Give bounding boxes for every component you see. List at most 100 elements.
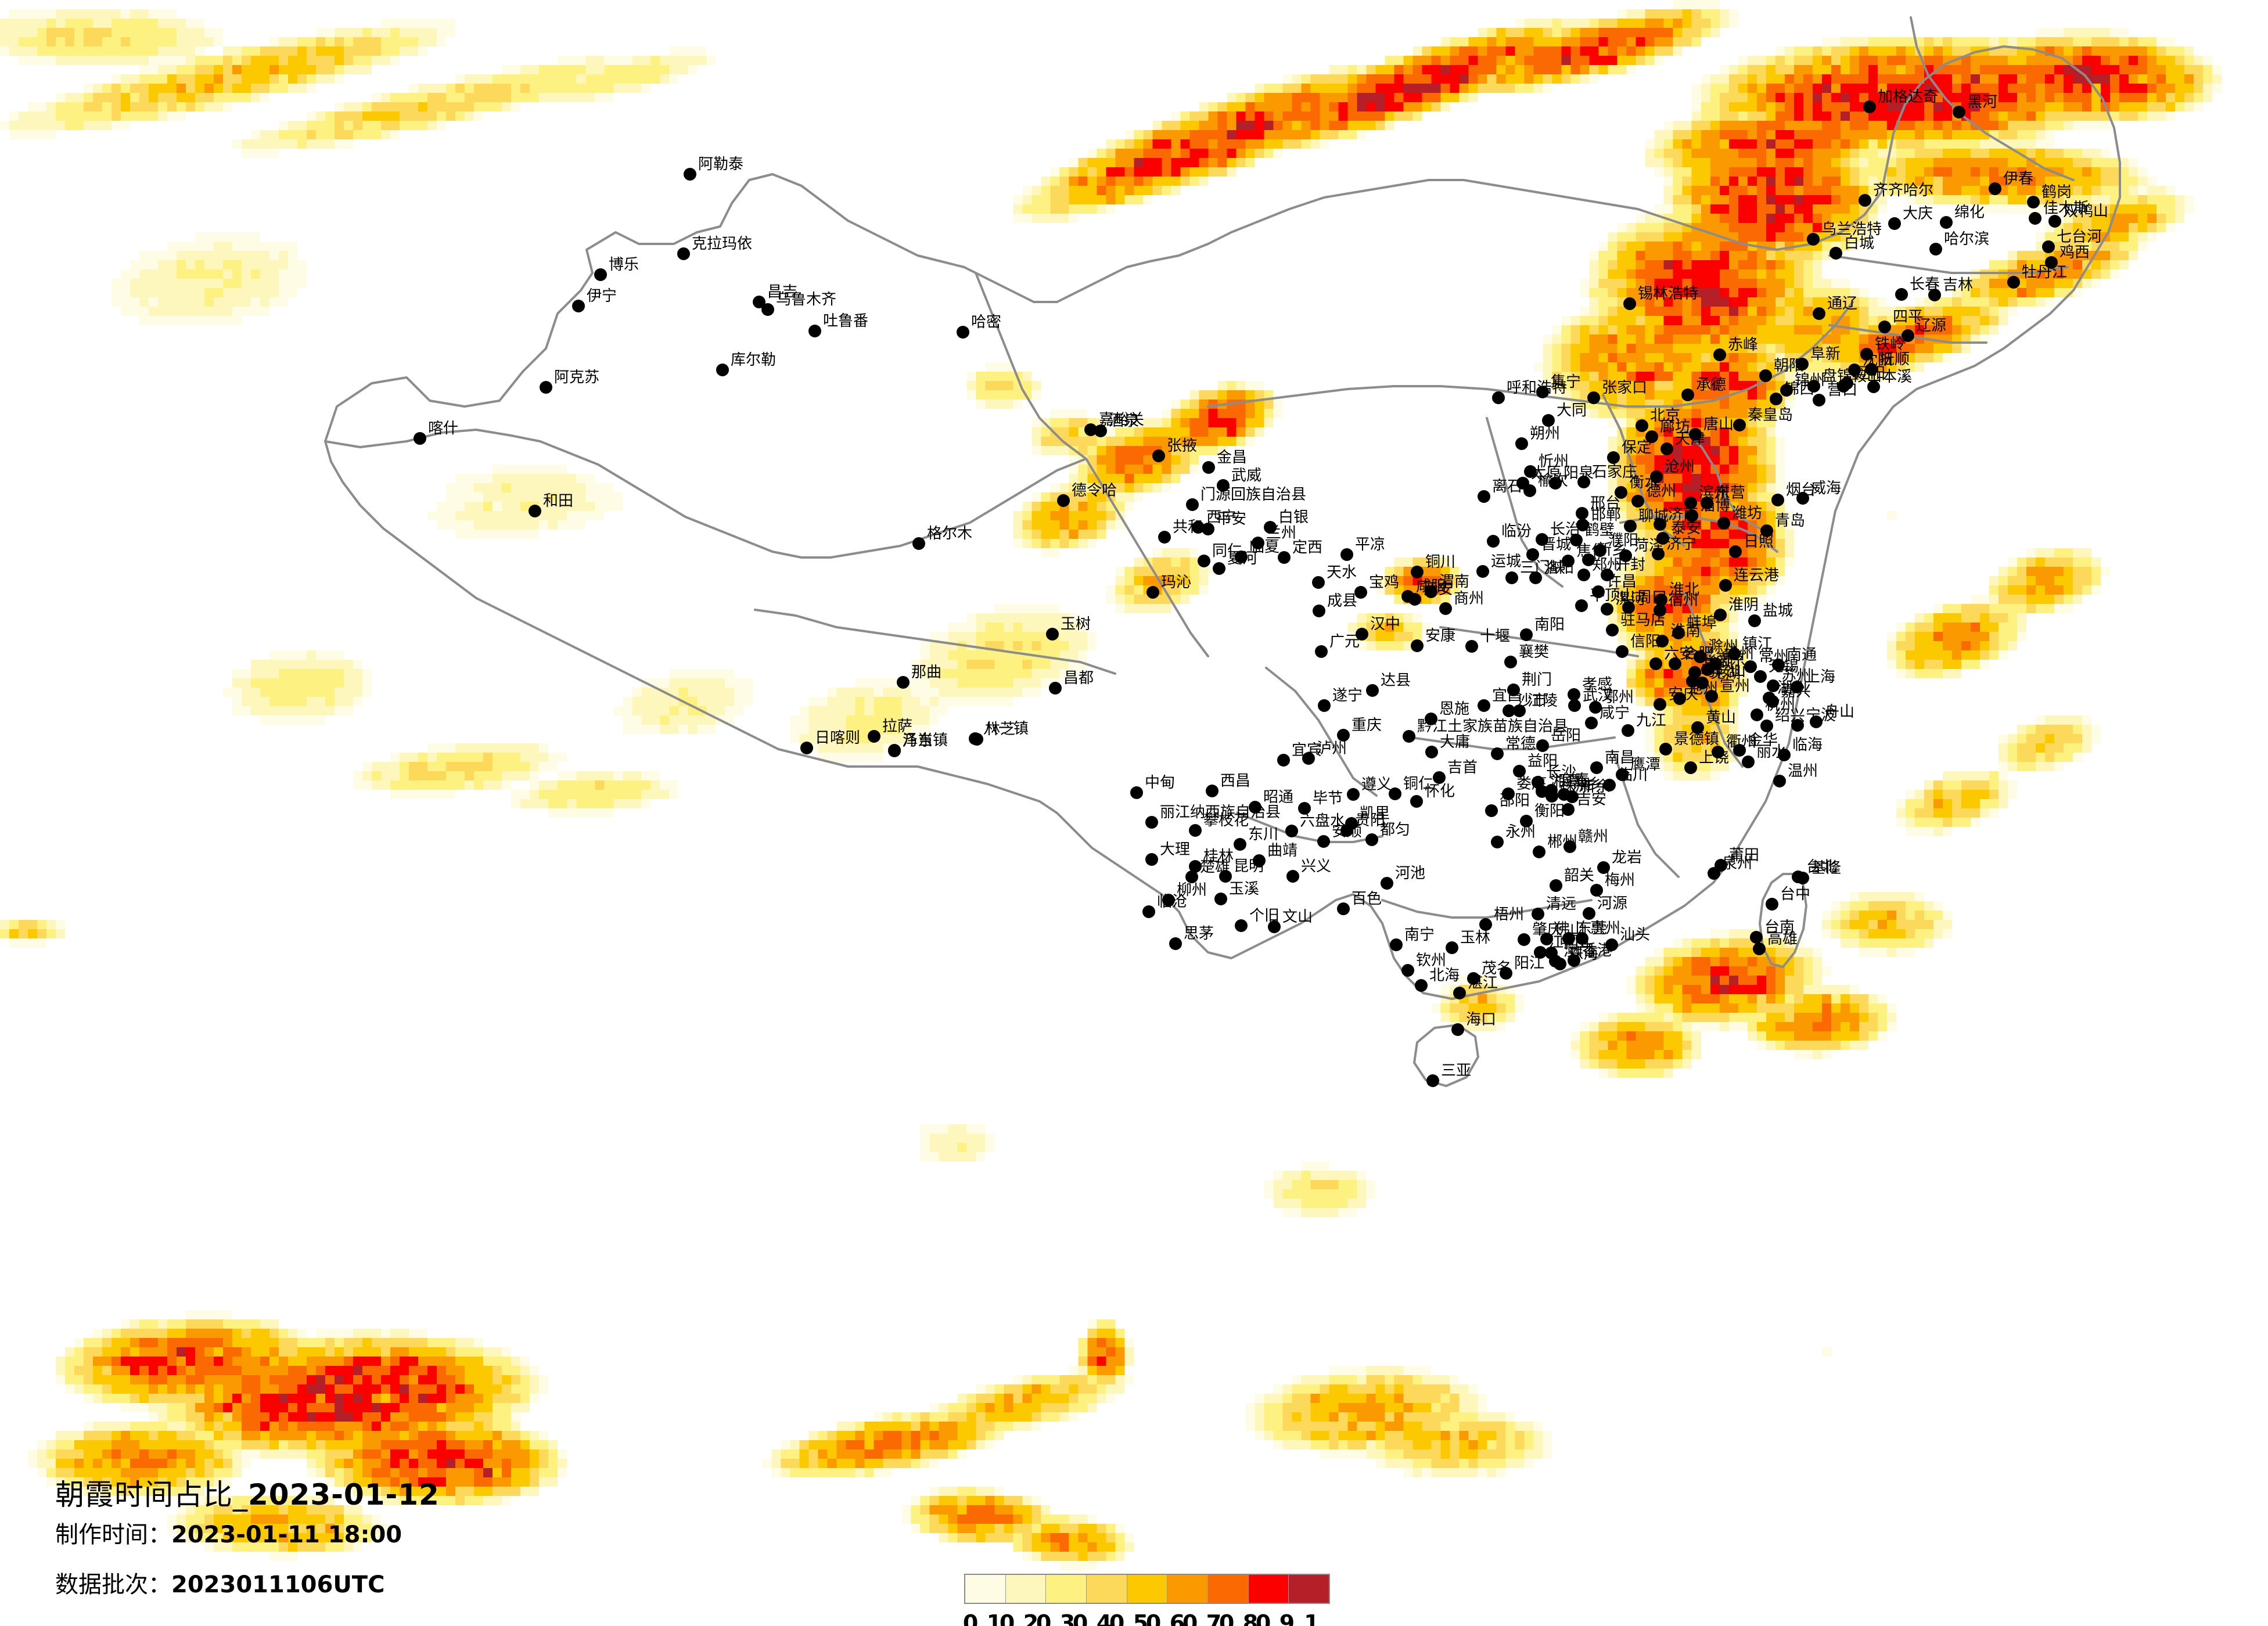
station-dot-icon	[761, 303, 774, 316]
station-dot-icon	[572, 300, 585, 312]
station-dot-icon	[1523, 484, 1536, 497]
station-dot-icon	[1562, 932, 1575, 945]
station-dot-icon	[1313, 605, 1325, 617]
station-label: 德州	[1646, 483, 1677, 500]
station-dot-icon	[1526, 548, 1539, 561]
station-dot-icon	[1505, 571, 1518, 584]
station-dot-icon	[1536, 533, 1548, 546]
station-label: 衢州	[1726, 733, 1757, 751]
station-dot-icon	[897, 676, 910, 689]
station-dot-icon	[1206, 785, 1219, 797]
station-dot-icon	[1577, 569, 1590, 581]
station-label: 成县	[1327, 592, 1358, 610]
title-chinese: 朝霞时间占比	[55, 1478, 233, 1512]
station-dot-icon	[1616, 645, 1629, 658]
station-label: 乌鲁木齐	[776, 291, 837, 308]
station-dot-icon	[1234, 838, 1246, 851]
station-label: 九江	[1636, 712, 1667, 729]
station-dot-icon	[677, 247, 690, 260]
station-label: 海口	[1466, 1011, 1497, 1028]
station-label: 河源	[1597, 895, 1628, 912]
station-dot-icon	[1315, 645, 1328, 658]
station-dot-icon	[1753, 942, 1766, 955]
station-dot-icon	[1594, 544, 1606, 557]
station-dot-icon	[1401, 964, 1414, 977]
colorbar-swatch-9	[1289, 1575, 1329, 1603]
station-label: 临夏	[1249, 538, 1280, 556]
station-dot-icon	[1888, 217, 1901, 230]
station-dot-icon	[1607, 451, 1620, 464]
station-dot-icon	[1585, 717, 1598, 729]
station-label: 十堰	[1480, 628, 1511, 645]
station-dot-icon	[1410, 795, 1423, 808]
station-label: 宣州	[1720, 678, 1751, 695]
station-dot-icon	[1278, 551, 1291, 564]
station-label: 重庆	[1352, 717, 1382, 734]
station-dot-icon	[1186, 498, 1199, 511]
station-label: 张掖	[1167, 437, 1198, 455]
station-dot-icon	[1549, 477, 1562, 490]
station-label: 湖州	[1777, 679, 1808, 697]
station-dot-icon	[1465, 640, 1478, 653]
production-time-value: 2023-01-11 18:00	[171, 1521, 402, 1548]
station-label: 天水	[1327, 564, 1357, 581]
station-dot-icon	[1478, 490, 1490, 503]
station-label: 平顶山	[1590, 587, 1636, 605]
station-dot-icon	[1636, 419, 1648, 432]
colorbar-tick-0.1: 0.1	[962, 1610, 1002, 1626]
station-label: 金华	[1748, 732, 1778, 749]
station-label: 基隆	[1811, 859, 1842, 877]
station-dot-icon	[957, 326, 969, 339]
station-dot-icon	[1268, 920, 1281, 933]
station-label: 赣州	[1578, 828, 1609, 846]
station-dot-icon	[1356, 628, 1368, 641]
station-dot-icon	[1576, 507, 1588, 520]
station-label: 兴义	[1301, 858, 1332, 875]
station-label: 白银	[1278, 509, 1309, 526]
station-dot-icon	[1142, 905, 1155, 918]
station-label: 六盘水	[1300, 812, 1346, 830]
station-dot-icon	[1467, 972, 1480, 985]
station-label: 伊春	[2003, 170, 2034, 188]
station-dot-icon	[1536, 386, 1549, 398]
station-label: 吉首	[1447, 759, 1478, 776]
station-dot-icon	[1622, 601, 1635, 614]
station-dot-icon	[1318, 699, 1331, 712]
station-label: 大理	[1160, 841, 1191, 858]
station-label: 唐山	[1703, 416, 1734, 433]
station-dot-icon	[1767, 679, 1780, 692]
station-dot-icon	[1733, 419, 1746, 431]
station-dot-icon	[1542, 414, 1555, 427]
station-dot-icon	[1860, 348, 1873, 361]
station-dot-icon	[1867, 380, 1880, 393]
station-label: 黑河	[1967, 93, 1998, 111]
station-dot-icon	[2045, 256, 2058, 269]
station-dot-icon	[1478, 699, 1490, 712]
station-label: 蚌埠	[1687, 614, 1717, 632]
station-dot-icon	[1705, 690, 1718, 703]
station-dot-icon	[1219, 870, 1232, 883]
station-dot-icon	[1672, 627, 1685, 639]
station-label: 宝鸡	[1369, 574, 1400, 591]
station-dot-icon	[1500, 967, 1512, 980]
station-dot-icon	[1590, 761, 1603, 774]
station-label: 渭南	[1439, 573, 1470, 591]
station-dot-icon	[1691, 721, 1704, 734]
station-dot-icon	[1652, 548, 1665, 560]
station-label: 和田	[543, 492, 574, 510]
station-label: 夏河	[1227, 550, 1258, 567]
station-label: 六安	[1664, 645, 1695, 663]
station-dot-icon	[1669, 657, 1681, 670]
station-label: 昌吉	[767, 283, 798, 301]
station-label: 景德镇	[1674, 731, 1720, 748]
station-dot-icon	[1340, 824, 1353, 837]
station-dot-icon	[1491, 747, 1504, 760]
station-label: 韶关	[1564, 867, 1595, 884]
station-dot-icon	[1524, 465, 1537, 478]
station-label: 四平	[1893, 308, 1924, 326]
station-dot-icon	[1660, 443, 1673, 455]
station-label: 克拉玛依	[692, 235, 753, 253]
station-label: 恩施	[1439, 700, 1470, 718]
station-dot-icon	[1601, 603, 1613, 616]
